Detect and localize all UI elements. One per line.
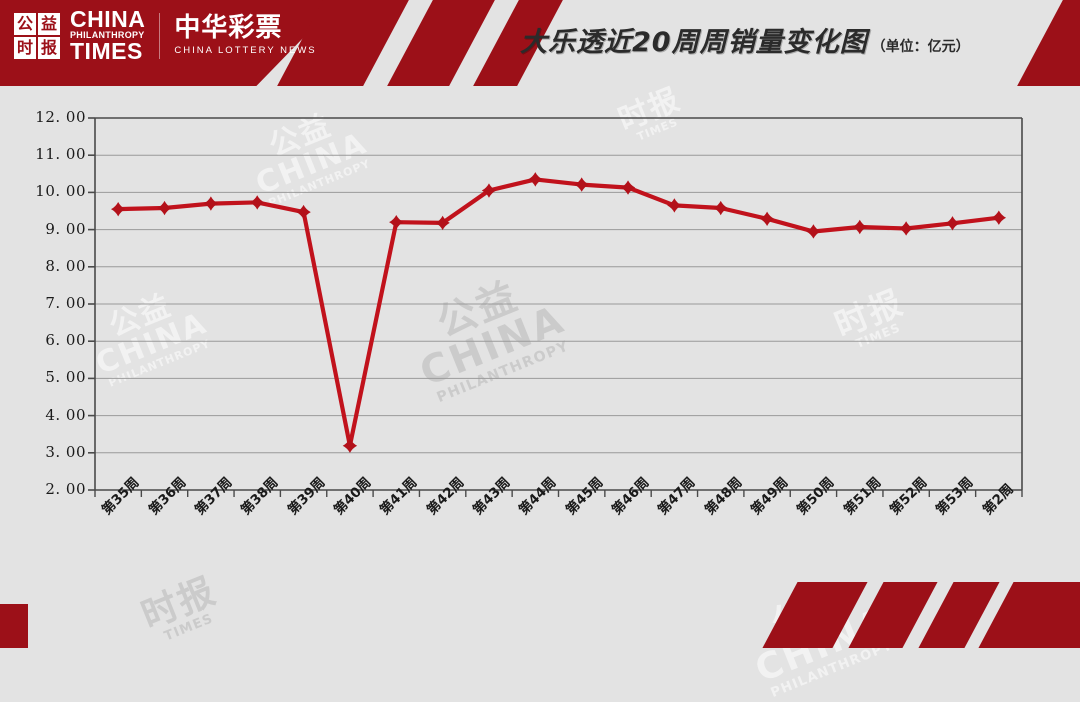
header-slash-4 xyxy=(1017,0,1080,86)
data-point-marker[interactable] xyxy=(806,224,821,239)
data-point-marker[interactable] xyxy=(574,177,589,192)
logo-en-line1: CHINA xyxy=(70,6,146,32)
masthead-logos: 公 益 时 报 CHINA PHILANTHROPY TIMES 中华彩票 CH… xyxy=(14,8,317,63)
data-point-marker[interactable] xyxy=(898,221,914,236)
logo-secondary-en: CHINA LOTTERY NEWS xyxy=(174,44,317,56)
logo-char-2: 益 xyxy=(38,12,60,35)
y-axis-tick-label: 11. 00 xyxy=(35,145,86,164)
data-point-marker[interactable] xyxy=(481,183,497,198)
data-point-marker[interactable] xyxy=(110,201,126,217)
data-point-marker[interactable] xyxy=(991,210,1007,225)
y-axis-tick-label: 3. 00 xyxy=(45,442,86,461)
data-point-marker[interactable] xyxy=(713,200,728,216)
chart-plot xyxy=(88,117,1023,497)
data-point-marker[interactable] xyxy=(435,215,450,231)
logo-chinese-chars: 公 益 时 报 xyxy=(14,12,60,59)
data-point-marker[interactable] xyxy=(296,204,311,220)
logo-char-3: 时 xyxy=(14,36,36,59)
footer-red-square xyxy=(0,604,28,648)
y-axis-tick-label: 4. 00 xyxy=(45,405,86,424)
data-point-marker[interactable] xyxy=(389,214,404,230)
data-point-marker[interactable] xyxy=(157,200,172,216)
y-axis-tick-label: 8. 00 xyxy=(45,256,86,275)
logo-en-line3: TIMES xyxy=(70,38,143,64)
logo-secondary-cn: 中华彩票 xyxy=(174,13,283,44)
data-point-marker[interactable] xyxy=(852,219,867,235)
data-point-marker[interactable] xyxy=(528,172,543,187)
y-axis-tick-label: 5. 00 xyxy=(45,368,86,387)
page-header: 公 益 时 报 CHINA PHILANTHROPY TIMES 中华彩票 CH… xyxy=(0,0,1080,86)
data-point-marker[interactable] xyxy=(620,180,636,195)
logo-char-1: 公 xyxy=(14,12,36,35)
data-point-marker[interactable] xyxy=(342,438,358,453)
logo-secondary: 中华彩票 CHINA LOTTERY NEWS xyxy=(174,13,317,56)
y-axis-tick-label: 7. 00 xyxy=(45,294,86,312)
logo-char-4: 报 xyxy=(38,36,60,59)
page-footer xyxy=(0,582,1080,648)
data-point-marker[interactable] xyxy=(945,216,960,231)
y-axis-tick-label: 10. 00 xyxy=(35,182,86,201)
y-axis-tick-label: 6. 00 xyxy=(45,331,86,350)
title-group: 大乐透近20周周销量变化图 （单位：亿元） xyxy=(520,20,970,59)
logo-divider xyxy=(159,12,161,59)
y-axis-tick-label: 12. 00 xyxy=(35,108,86,126)
data-point-marker[interactable] xyxy=(759,211,775,227)
logo-english: CHINA PHILANTHROPY TIMES xyxy=(70,8,145,63)
y-axis-tick-label: 2. 00 xyxy=(45,480,86,498)
logo-en-line2: PHILANTHROPY xyxy=(70,30,145,40)
data-point-marker[interactable] xyxy=(203,196,219,211)
chart-area: 12. 00 11. 00 10. 00 9. 00 8. 00 7. 00 6. 00 5.… xyxy=(0,86,1080,596)
data-point-marker[interactable] xyxy=(667,198,682,213)
chart-title: 大乐透近20周周销量变化图 xyxy=(520,27,868,58)
chart-unit-label: （单位：亿元） xyxy=(871,39,970,55)
footer-slash-1 xyxy=(762,582,868,648)
data-line-series-0 xyxy=(116,177,1001,448)
y-axis-tick-label: 9. 00 xyxy=(45,219,86,238)
data-point-marker[interactable] xyxy=(250,195,265,210)
